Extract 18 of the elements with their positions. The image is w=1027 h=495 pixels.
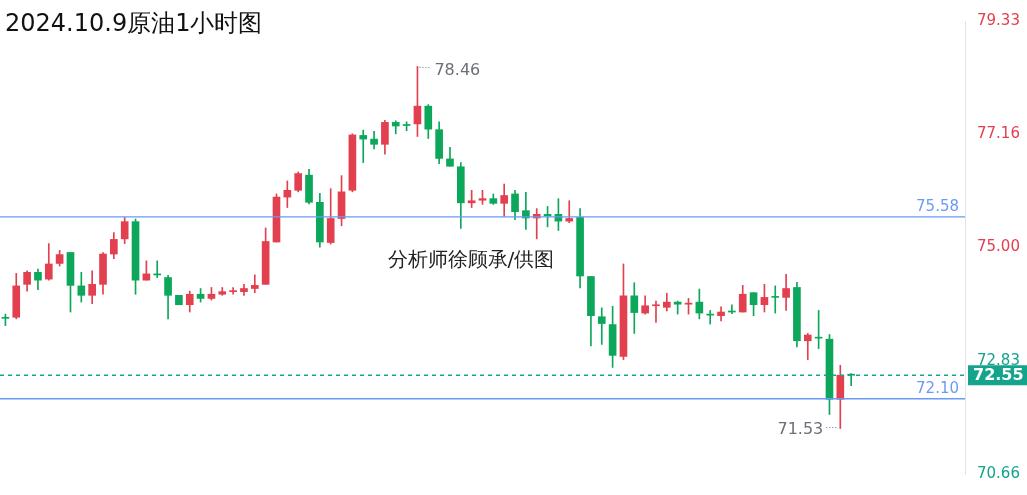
candlestick [803,333,812,360]
y-tick-label: 77.16 [977,124,1020,143]
candlestick [229,287,237,295]
candlestick [652,300,660,323]
chart-title: 2024.10.9原油1小时图 [5,9,263,38]
annotation: 分析师徐顾承/供图 [387,247,555,272]
y-tick-label: 70.66 [977,463,1020,482]
candlestick [565,200,574,224]
candlestick [359,129,368,163]
y-tick-label: 75.00 [977,237,1020,256]
annotation: 78.46 [434,59,481,79]
candlestick [250,274,259,294]
ref-line-label: 72.10 [916,379,959,398]
ref-line-label: 75.58 [916,197,959,216]
candlestick [597,307,606,345]
y-tick-label: 79.33 [977,10,1020,29]
candlestick [771,285,780,314]
annotation: 71.53 [777,418,824,438]
